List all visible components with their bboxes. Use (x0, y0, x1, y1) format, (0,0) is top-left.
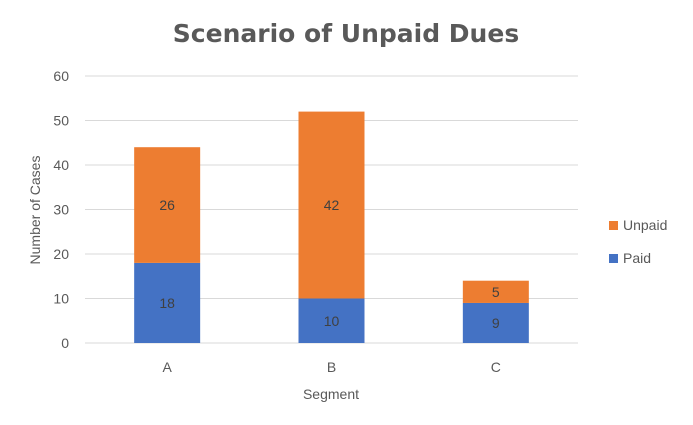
x-axis-ticks: A B C (162, 359, 500, 375)
y-tick-label: 30 (53, 202, 69, 218)
legend-swatch-unpaid (609, 221, 618, 230)
y-tick-label: 10 (53, 291, 69, 307)
bar-unpaid-c (462, 280, 529, 303)
x-tick-label: B (327, 359, 336, 375)
data-label-unpaid: 5 (492, 284, 500, 300)
legend-label-unpaid: Unpaid (623, 217, 667, 233)
chart-title: Scenario of Unpaid Dues (173, 19, 519, 48)
bar-paid-b (298, 298, 365, 343)
y-axis-title: Number of Cases (27, 156, 43, 265)
data-label-unpaid: 26 (159, 197, 175, 213)
legend-label-paid: Paid (623, 250, 651, 266)
legend-swatch-paid (609, 254, 618, 263)
x-axis-title: Segment (303, 386, 359, 402)
y-axis-ticks: 0 10 20 30 40 50 60 (53, 68, 69, 351)
data-label-paid: 18 (159, 295, 175, 311)
bar-paid-c (462, 302, 529, 343)
bar-paid-a (134, 262, 201, 343)
bar-unpaid-b (298, 111, 365, 299)
y-tick-label: 20 (53, 246, 69, 262)
y-tick-label: 40 (53, 157, 69, 173)
x-tick-label: C (491, 359, 501, 375)
bars: 18 26 10 42 9 5 (134, 111, 529, 343)
data-label-paid: 10 (324, 313, 340, 329)
data-label-unpaid: 42 (324, 197, 340, 213)
y-tick-label: 60 (53, 68, 69, 84)
y-tick-label: 50 (53, 113, 69, 129)
bar-unpaid-a (134, 147, 201, 263)
x-tick-label: A (162, 359, 172, 375)
legend: Unpaid Paid (609, 217, 667, 266)
y-tick-label: 0 (61, 335, 69, 351)
data-label-paid: 9 (492, 315, 500, 331)
